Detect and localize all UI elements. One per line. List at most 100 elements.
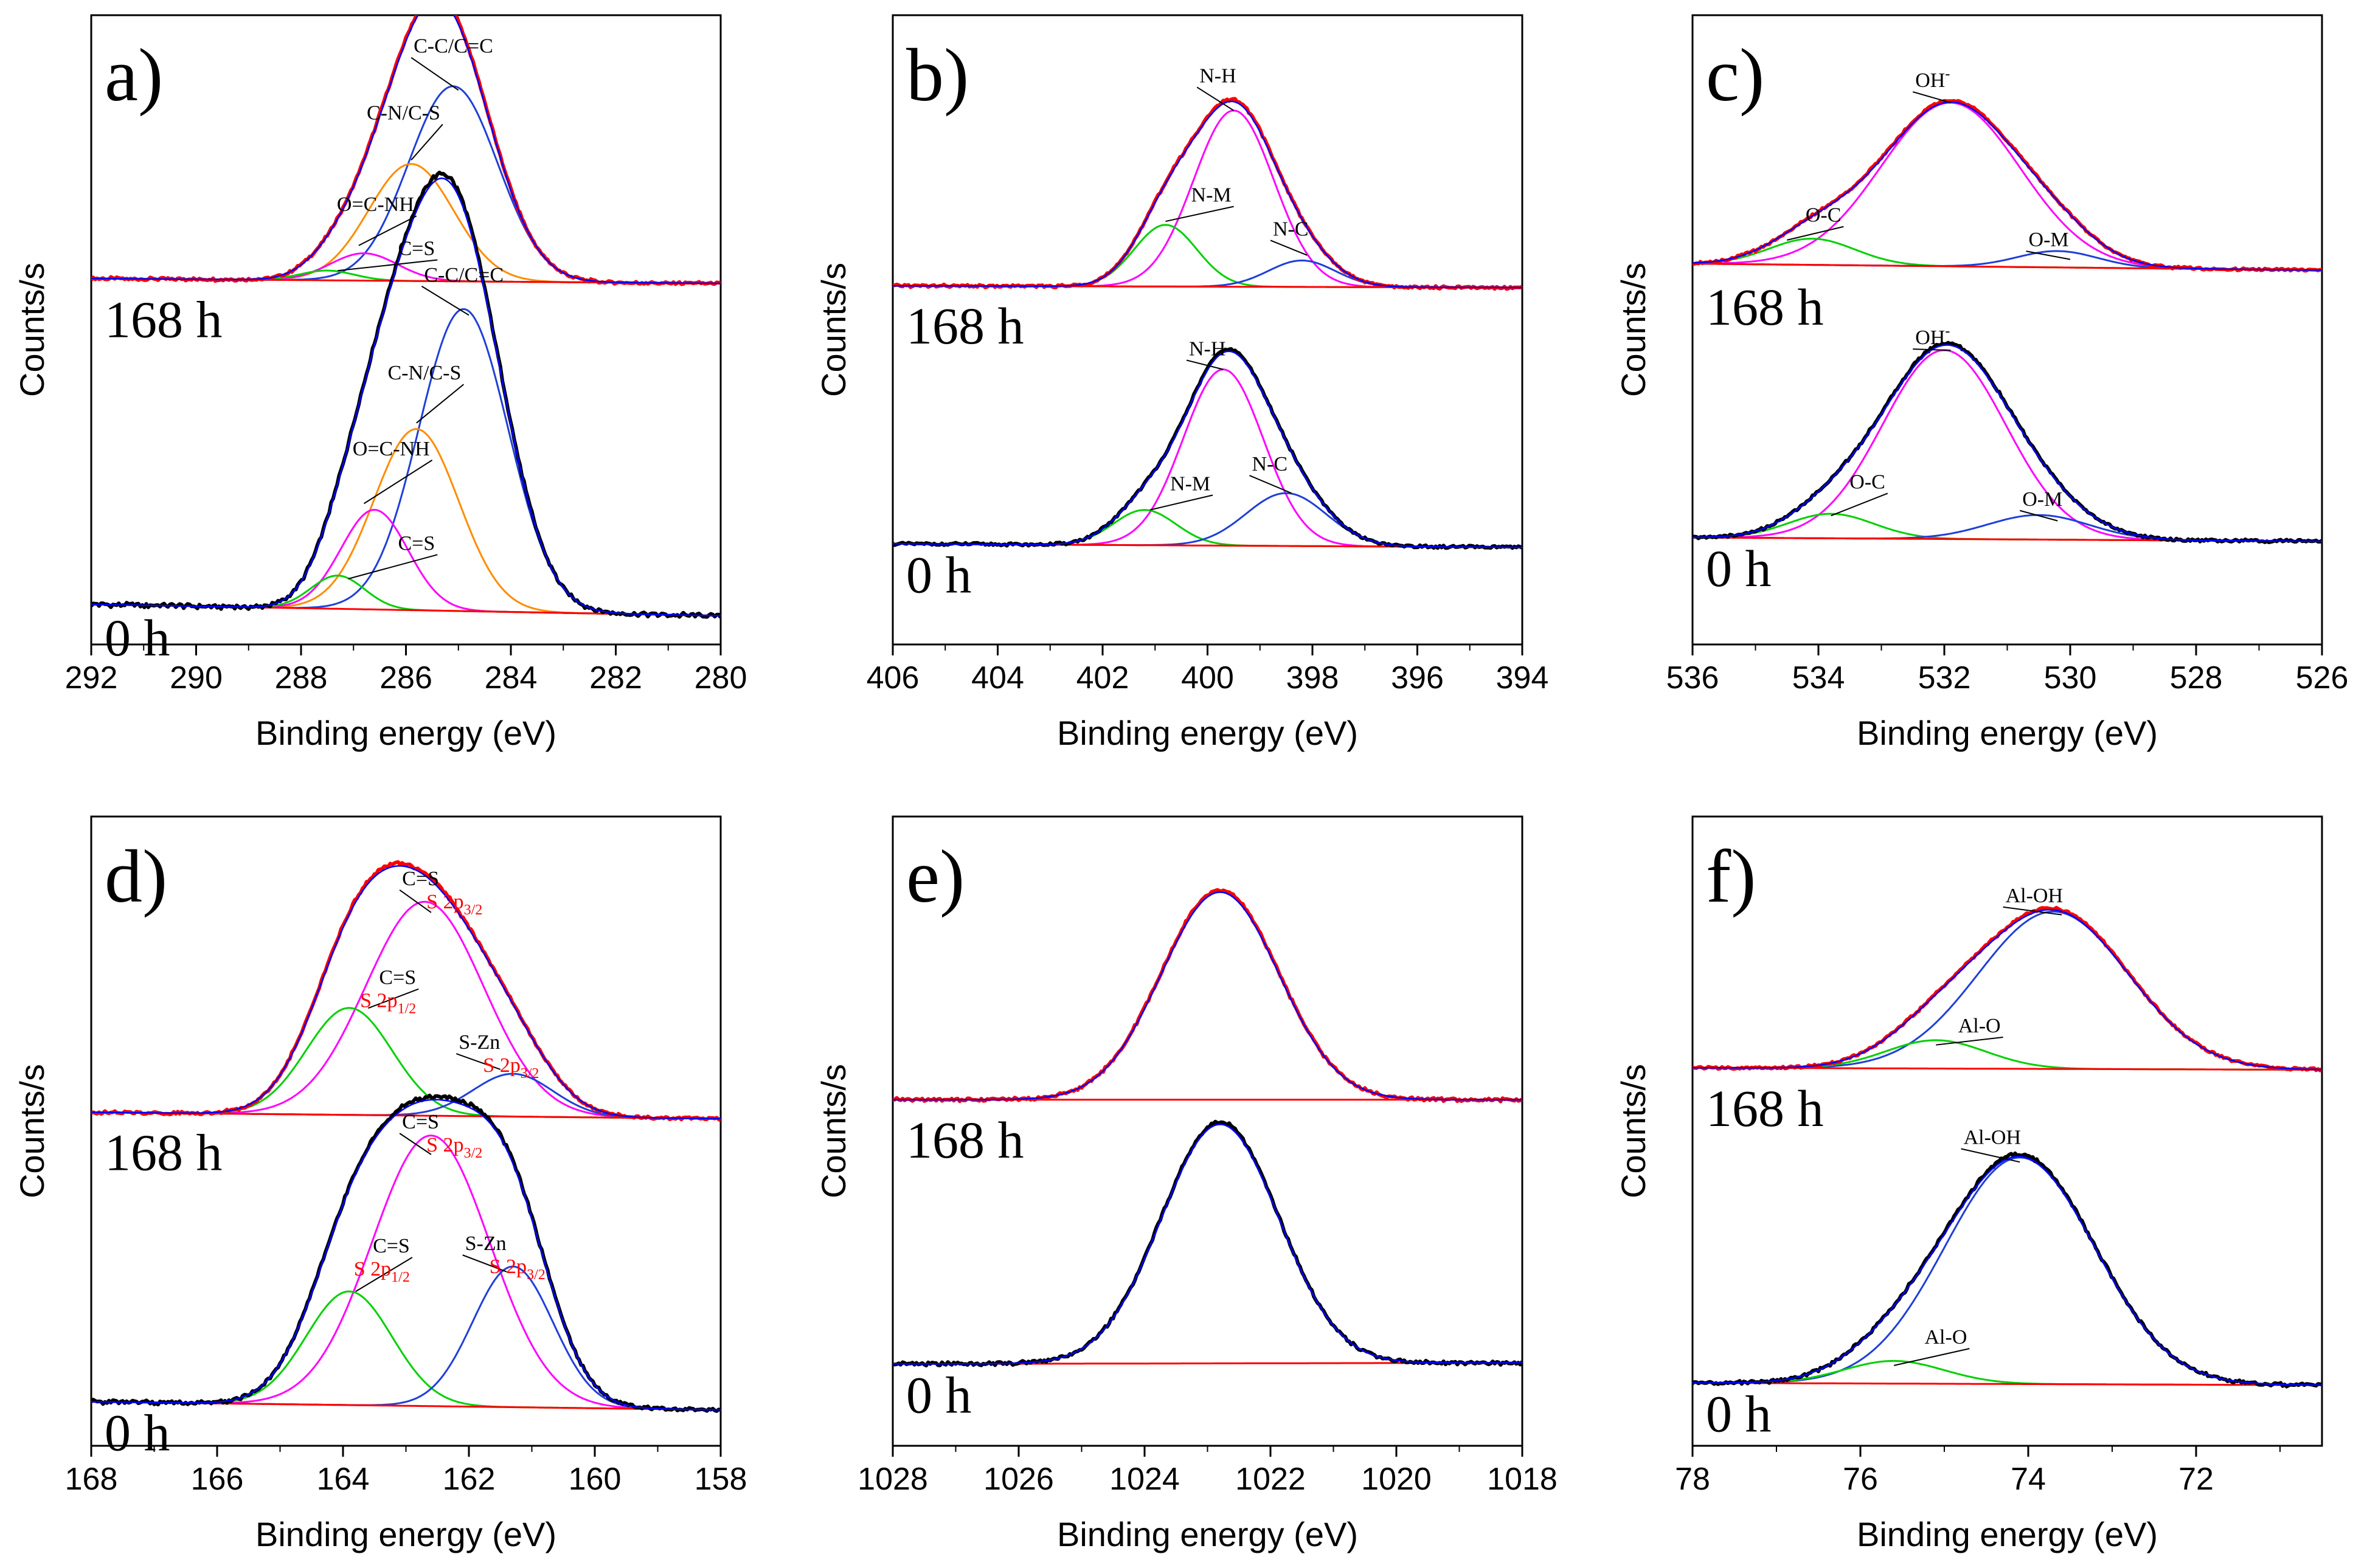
panel-d: 168 166 164 162 160 158 Binding energy (eV) Cou… <box>13 815 747 1553</box>
component-peak <box>1693 1156 2322 1386</box>
x-axis-title: Binding energy (eV) <box>1057 714 1358 752</box>
x-axis-title: Binding energy (eV) <box>255 1515 556 1553</box>
peak-annotation: C=S <box>398 532 435 554</box>
annotation-leader <box>2003 906 2062 916</box>
peak-annotation: C-N/C-S <box>387 362 461 384</box>
x-tick-label: 404 <box>971 660 1024 696</box>
x-tick-label: 394 <box>1496 660 1549 696</box>
x-tick-label: 284 <box>485 660 538 696</box>
trace-168h <box>1693 98 2322 273</box>
x-tick-label: 290 <box>170 660 223 696</box>
annotation-leader <box>411 57 459 91</box>
plot-area <box>91 15 721 619</box>
annotation-leader <box>399 1133 432 1155</box>
raw-spectrum <box>91 170 721 619</box>
orbital-annotation: S 2p3/2 <box>483 1054 539 1082</box>
annotation-leader <box>1913 348 1951 351</box>
orbital-annotation: S 2p3/2 <box>490 1255 546 1283</box>
peak-annotation: N-H <box>1199 64 1236 87</box>
component-peak <box>893 509 1522 548</box>
annotation-leader <box>2026 250 2071 260</box>
peak-annotation: S-Zn <box>465 1232 507 1255</box>
x-tick-label: 1024 <box>1109 1462 1180 1497</box>
x-tick-label: 536 <box>1666 660 1719 696</box>
annotation-leader <box>1787 226 1844 241</box>
component-peak <box>91 1007 721 1120</box>
annotation-leader <box>1270 240 1308 256</box>
time-label: 168 h <box>906 1111 1024 1169</box>
annotation-leader <box>1893 1348 1970 1366</box>
annotation-leader <box>1249 475 1292 494</box>
x-tick-label: 1022 <box>1235 1462 1306 1497</box>
x-tick-label: 292 <box>65 660 118 696</box>
plot-area <box>91 860 721 1413</box>
y-axis-title: Counts/s <box>13 263 51 397</box>
peak-annotation: Al-O <box>1925 1326 1967 1349</box>
peak-annotation: C-C/C=C <box>424 264 504 286</box>
annotation-leader <box>2019 509 2058 522</box>
component-peak <box>893 891 1522 1101</box>
peak-annotation: N-M <box>1191 184 1232 207</box>
fit-envelope <box>893 1123 1522 1365</box>
x-tick-label: 398 <box>1286 660 1339 696</box>
orbital-annotation: S 2p1/2 <box>354 1258 410 1285</box>
y-axis-title: Counts/s <box>814 1064 853 1198</box>
annotation-leader <box>1165 205 1234 223</box>
panel-e: 1028 1026 1024 1022 1020 1018 Binding energy (… <box>814 815 1558 1553</box>
time-label: 0 h <box>105 1404 170 1462</box>
trace-0h <box>1693 340 2322 544</box>
panel-label: b) <box>906 33 969 117</box>
annotation-leader <box>1196 86 1235 111</box>
y-axis-title: Counts/s <box>1614 1064 1652 1198</box>
plot-area <box>893 888 1522 1368</box>
peak-annotation: C=S <box>379 967 416 989</box>
time-label: 168 h <box>105 1123 223 1181</box>
peak-annotation: N-H <box>1189 337 1225 360</box>
fit-envelope <box>1693 1155 2322 1386</box>
peak-annotation: O-M <box>2029 229 2069 251</box>
x-tick-label: 78 <box>1675 1462 1710 1497</box>
fit-envelope <box>1693 908 2322 1071</box>
annotation-leader <box>1149 494 1213 511</box>
annotation-leader <box>1831 492 1888 517</box>
panel-label: e) <box>906 835 965 918</box>
time-label: 0 h <box>906 1366 972 1424</box>
peak-annotation: C-N/C-S <box>367 102 440 124</box>
panel-c: 536 534 532 530 528 526 Binding energy (eV) Cou… <box>1614 14 2348 752</box>
annotation-leader <box>421 285 470 316</box>
peak-annotation: Al-O <box>1958 1015 2001 1037</box>
trace-0h <box>1693 1151 2322 1389</box>
fit-envelope <box>893 350 1522 548</box>
panel-label: d) <box>105 835 167 918</box>
time-label: 0 h <box>1706 539 1772 598</box>
annotation-leader <box>358 215 417 246</box>
annotation-leader <box>348 554 438 579</box>
peak-annotation: O-C <box>1849 471 1885 493</box>
baseline <box>1693 1382 2322 1386</box>
annotation-leader <box>355 1257 413 1293</box>
x-tick-label: 532 <box>1918 660 1971 696</box>
x-axis-title: Binding energy (eV) <box>1857 1515 2158 1553</box>
x-tick-label: 530 <box>2044 660 2097 696</box>
plot-area <box>1693 905 2322 1389</box>
x-tick-label: 286 <box>379 660 432 696</box>
x-tick-label: 406 <box>867 660 920 696</box>
fit-envelope <box>91 178 721 617</box>
x-tick-label: 288 <box>275 660 328 696</box>
annotation-leader <box>363 459 433 505</box>
annotation-leader <box>1912 91 1951 103</box>
component-peak <box>1693 910 2322 1071</box>
fit-envelope <box>893 100 1522 289</box>
peak-annotation: Al-OH <box>1964 1126 2021 1148</box>
raw-spectrum <box>893 347 1522 550</box>
plot-area <box>1693 98 2322 544</box>
plot-frame <box>1691 815 2323 1447</box>
peak-annotation: OH- <box>1915 323 1950 349</box>
time-label: 168 h <box>1706 1079 1824 1138</box>
peak-annotation: N-M <box>1170 472 1210 495</box>
x-tick-label: 166 <box>191 1462 244 1497</box>
peak-annotation: O=C-NH <box>337 193 414 216</box>
fit-envelope <box>1693 101 2322 271</box>
peak-annotation: C=S <box>402 868 439 890</box>
